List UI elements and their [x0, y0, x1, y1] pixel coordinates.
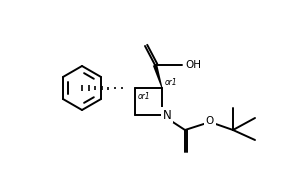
Text: OH: OH: [185, 60, 201, 70]
Polygon shape: [153, 64, 163, 88]
Text: N: N: [163, 108, 171, 121]
Text: O: O: [206, 116, 214, 126]
Text: or1: or1: [165, 78, 178, 87]
Text: or1: or1: [138, 92, 151, 101]
